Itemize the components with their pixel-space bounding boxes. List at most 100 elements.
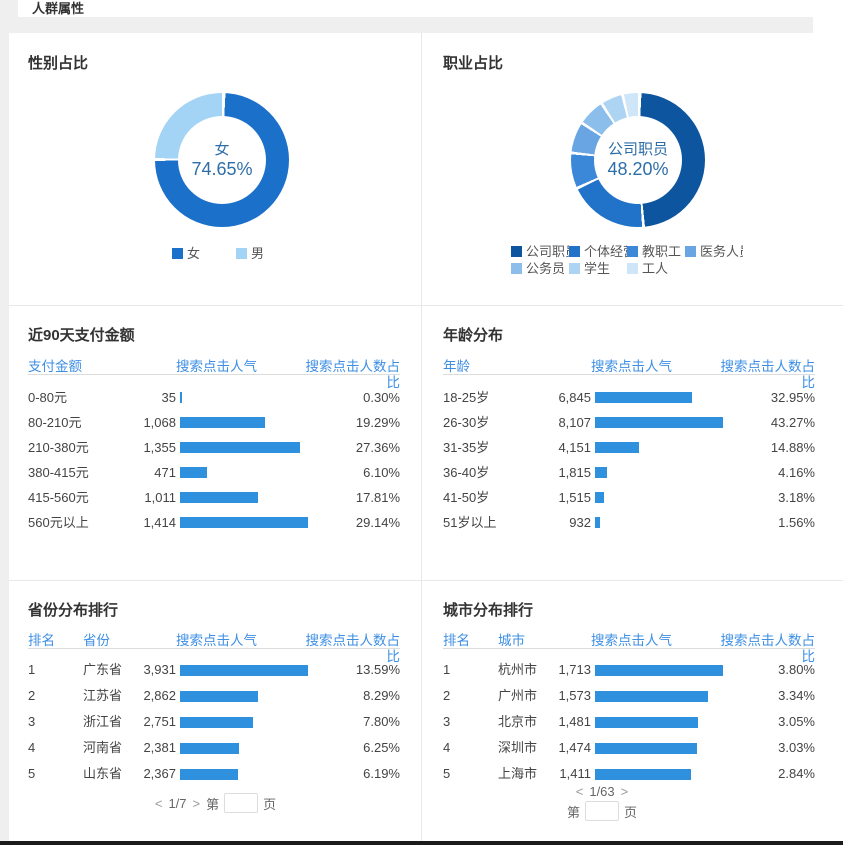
share-percent-cell: 43.27% bbox=[770, 415, 815, 430]
left-margin bbox=[0, 33, 9, 841]
legend-label: 工人 bbox=[642, 261, 669, 276]
rank-cell: 5 bbox=[443, 766, 451, 781]
share-percent-cell: 29.14% bbox=[355, 515, 400, 530]
popularity-value-cell: 1,068 bbox=[143, 415, 176, 430]
gender-center-value: 74.65% bbox=[191, 158, 253, 179]
legend-item[interactable]: 男 bbox=[236, 245, 300, 262]
category-cell: 深圳市 bbox=[498, 740, 538, 755]
share-percent-cell: 8.29% bbox=[363, 688, 400, 703]
legend-swatch-icon bbox=[627, 263, 638, 274]
share-percent-cell: 14.88% bbox=[770, 440, 815, 455]
table-row: 4 河南省 2,381 6.25% bbox=[28, 735, 400, 761]
table-row: 26-30岁 8,107 43.27% bbox=[443, 410, 815, 435]
city-pagination: < 1/63 > 第 页 bbox=[391, 784, 813, 821]
rank-cell: 4 bbox=[28, 740, 36, 755]
popularity-value-cell: 1,414 bbox=[143, 515, 176, 530]
popularity-bar bbox=[180, 442, 300, 453]
demographics-card: 性别占比 女 74.65% 女男 职业占比 公司职员 48.20% 公司职员个体… bbox=[9, 33, 843, 841]
gender-legend: 女男 bbox=[172, 245, 300, 262]
category-cell: 0-80元 bbox=[28, 390, 68, 405]
page-indicator: 1/7 bbox=[168, 795, 187, 811]
gender-donut-chart: 女 74.65% bbox=[155, 93, 289, 227]
category-cell: 210-380元 bbox=[28, 440, 89, 455]
table-header-row: 排名 城市 搜索点击人气 搜索点击人数占比 bbox=[443, 632, 815, 664]
share-percent-cell: 19.29% bbox=[355, 415, 400, 430]
horizontal-divider-1 bbox=[9, 305, 843, 306]
popularity-value-cell: 471 bbox=[154, 465, 176, 480]
table-row: 0-80元 35 0.30% bbox=[28, 385, 400, 410]
category-cell: 36-40岁 bbox=[443, 465, 490, 480]
next-page-arrow[interactable]: > bbox=[192, 795, 201, 811]
category-cell: 560元以上 bbox=[28, 515, 89, 530]
popularity-value-cell: 8,107 bbox=[558, 415, 591, 430]
occupation-center-value: 48.20% bbox=[607, 158, 669, 179]
popularity-bar bbox=[180, 417, 265, 428]
page-suffix-label: 页 bbox=[263, 796, 277, 812]
category-cell: 广东省 bbox=[83, 662, 123, 677]
legend-label: 医务人员 bbox=[700, 244, 743, 259]
province-pagination: < 1/7 > 第 页 bbox=[9, 793, 421, 813]
table-header-row: 年龄 搜索点击人气 搜索点击人数占比 bbox=[443, 358, 815, 390]
legend-label: 男 bbox=[251, 246, 265, 261]
legend-item[interactable]: 女 bbox=[172, 245, 236, 262]
column-header: 排名 bbox=[443, 633, 470, 648]
legend-item[interactable]: 个体经营 bbox=[569, 243, 627, 260]
panel-title-province: 省份分布排行 bbox=[28, 602, 119, 619]
prev-page-arrow[interactable]: < bbox=[154, 795, 163, 811]
legend-label: 个体经营 bbox=[584, 244, 627, 259]
popularity-bar bbox=[180, 743, 239, 754]
column-header: 搜索点击人数占比 bbox=[720, 359, 816, 390]
share-percent-cell: 2.84% bbox=[778, 766, 815, 781]
share-percent-cell: 6.10% bbox=[363, 465, 400, 480]
prev-page-arrow[interactable]: < bbox=[575, 784, 584, 799]
share-percent-cell: 3.18% bbox=[778, 490, 815, 505]
city-table: 排名 城市 搜索点击人气 搜索点击人数占比 1 杭州市 1,713 3.80% 2 广州市 1,57… bbox=[443, 632, 815, 787]
popularity-value-cell: 4,151 bbox=[558, 440, 591, 455]
section-title: 人群属性 bbox=[32, 1, 85, 16]
column-header: 搜索点击人气 bbox=[176, 359, 257, 374]
legend-item[interactable]: 教职工 bbox=[627, 243, 685, 260]
popularity-value-cell: 2,381 bbox=[143, 740, 176, 755]
popularity-bar bbox=[595, 691, 708, 702]
panel-title-occupation: 职业占比 bbox=[443, 55, 504, 72]
table-header-row: 排名 省份 搜索点击人气 搜索点击人数占比 bbox=[28, 632, 400, 664]
column-header: 搜索点击人数占比 bbox=[305, 633, 401, 664]
table-row: 3 浙江省 2,751 7.80% bbox=[28, 709, 400, 735]
legend-item[interactable]: 医务人员 bbox=[685, 243, 743, 260]
popularity-bar bbox=[595, 392, 692, 403]
legend-item[interactable]: 工人 bbox=[627, 260, 685, 277]
popularity-bar bbox=[180, 717, 253, 728]
popularity-value-cell: 35 bbox=[161, 390, 176, 405]
legend-item[interactable]: 公司职员 bbox=[511, 243, 569, 260]
category-cell: 北京市 bbox=[498, 714, 538, 729]
occupation-ratio-panel: 职业占比 公司职员 48.20% 公司职员个体经营教职工 医务人员公务员 学生 工人 bbox=[421, 33, 843, 305]
next-page-arrow[interactable]: > bbox=[620, 784, 629, 799]
legend-item[interactable]: 公务员 bbox=[511, 260, 569, 277]
category-cell: 上海市 bbox=[498, 766, 538, 781]
page-number-input[interactable] bbox=[224, 793, 259, 813]
legend-label: 教职工 bbox=[642, 244, 682, 259]
column-header: 搜索点击人气 bbox=[591, 633, 672, 648]
panel-title-age: 年龄分布 bbox=[443, 327, 504, 344]
rank-cell: 5 bbox=[28, 766, 36, 781]
column-header: 搜索点击人数占比 bbox=[305, 359, 401, 390]
popularity-value-cell: 1,411 bbox=[559, 766, 591, 781]
popularity-value-cell: 2,862 bbox=[143, 688, 176, 703]
table-row: 36-40岁 1,815 4.16% bbox=[443, 460, 815, 485]
category-cell: 浙江省 bbox=[83, 714, 123, 729]
popularity-bar bbox=[180, 665, 308, 676]
rank-cell: 1 bbox=[28, 662, 36, 677]
window-bottom-edge bbox=[0, 841, 843, 845]
share-percent-cell: 17.81% bbox=[355, 490, 400, 505]
category-cell: 380-415元 bbox=[28, 465, 89, 480]
popularity-value-cell: 3,931 bbox=[143, 662, 176, 677]
popularity-bar bbox=[595, 492, 604, 503]
table-row: 560元以上 1,414 29.14% bbox=[28, 510, 400, 535]
column-header: 搜索点击人气 bbox=[176, 633, 257, 648]
legend-item[interactable]: 学生 bbox=[569, 260, 627, 277]
share-percent-cell: 13.59% bbox=[355, 662, 400, 677]
column-header: 排名 bbox=[28, 633, 55, 648]
popularity-value-cell: 2,751 bbox=[143, 714, 176, 729]
page-number-input[interactable] bbox=[585, 801, 619, 821]
table-body: 18-25岁 6,845 32.95% 26-30岁 8,107 43.27% 31-35岁… bbox=[443, 385, 815, 535]
